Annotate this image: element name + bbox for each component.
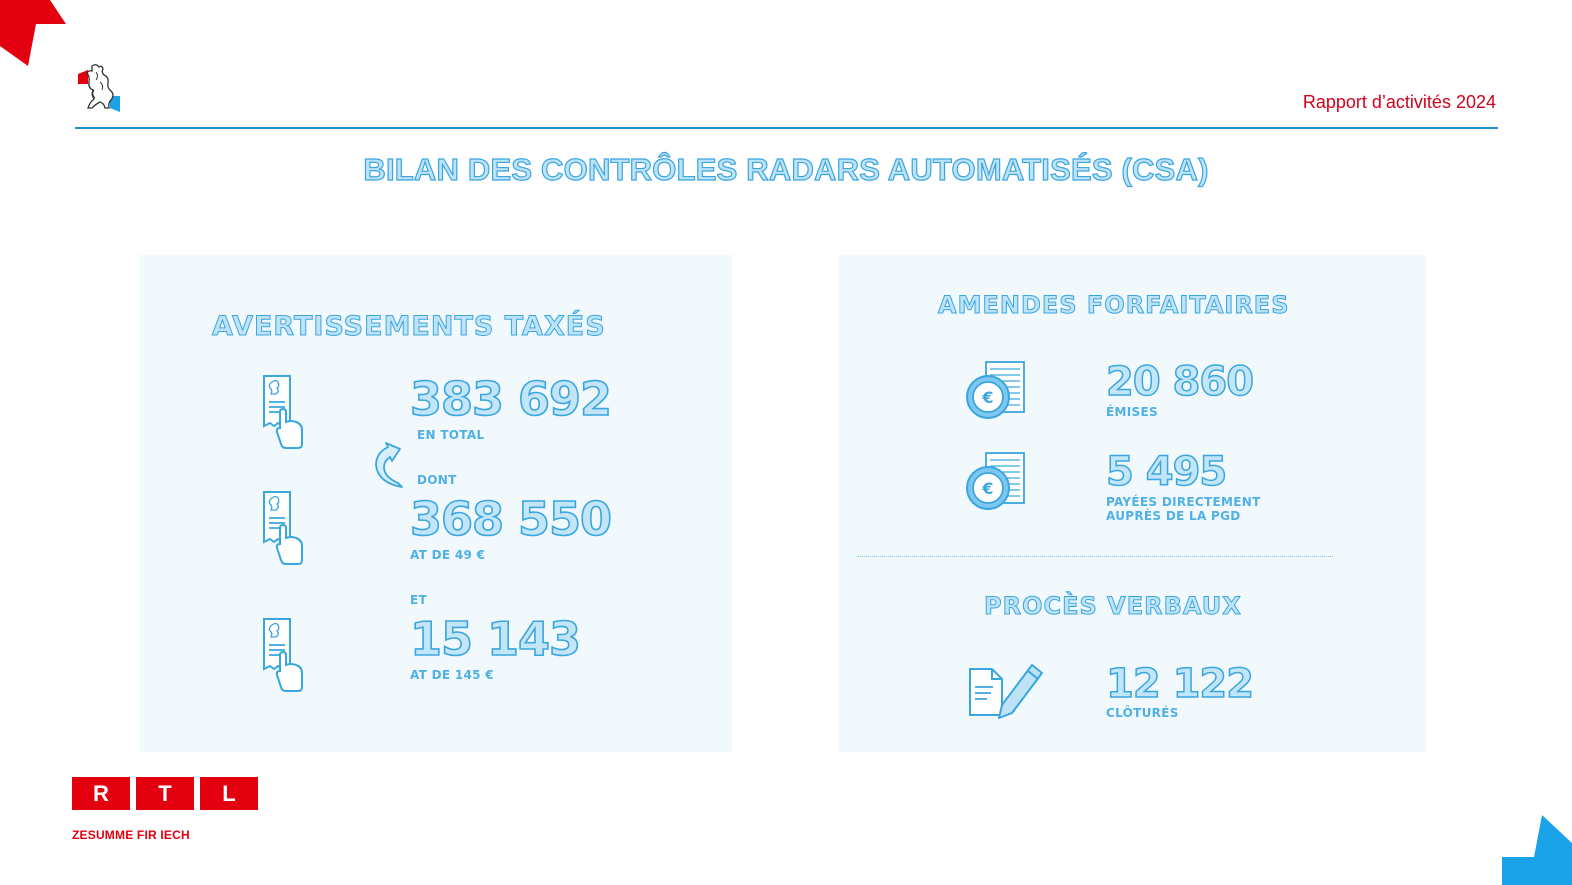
amendes-heading: AMENDES FORFAITAIRES [938, 291, 1290, 320]
receipt-hand-icon [263, 618, 303, 692]
section-divider [857, 556, 1333, 557]
curved-arrow-icon [375, 442, 403, 488]
rtl-logo-t: T [136, 777, 194, 810]
page-title: BILAN DES CONTRÔLES RADARS AUTOMATISÉS (… [363, 151, 1209, 187]
total-value: 383 692 [409, 372, 613, 426]
proces-verbaux-heading: PROCÈS VERBAUX [984, 592, 1242, 621]
euro-coin-document-icon: € [966, 452, 1025, 510]
luxembourg-lion-crest-icon [78, 64, 120, 112]
payees-value: 5 495 [1105, 449, 1228, 495]
header-divider [75, 127, 1498, 129]
svg-text:€: € [981, 479, 993, 498]
rtl-logo-l: L [200, 777, 258, 810]
dont-label: DONT [417, 473, 457, 487]
item1-caption: AT DE 49 € [410, 548, 486, 562]
avertissements-heading: AVERTISSEMENTS TAXÉS [212, 311, 606, 343]
avertissements-panel: AVERTISSEMENTS TAXÉS 383 692 EN TOTAL DO… [140, 255, 732, 752]
receipt-hand-icon [263, 375, 303, 449]
report-label: Rapport d’activités 2024 [1302, 92, 1496, 112]
amendes-panel: AMENDES FORFAITAIRES € 20 860 ÉMISES € 5… [838, 255, 1426, 752]
corner-decoration-top-left [0, 0, 66, 66]
document-pencil-icon [969, 664, 1043, 719]
corner-decoration-bottom-right [1502, 815, 1572, 885]
payees-caption-line2: AUPRÈS DE LA PGD [1106, 509, 1241, 523]
clotures-caption: CLÔTURÉS [1106, 706, 1179, 720]
svg-text:€: € [981, 388, 993, 407]
rtl-tagline: ZESUMME FIR IECH [72, 828, 190, 842]
euro-coin-document-icon: € [966, 361, 1025, 419]
item1-value: 368 550 [409, 492, 613, 546]
et-label: ET [410, 593, 427, 607]
receipt-hand-icon [263, 491, 303, 565]
payees-caption-line1: PAYÉES DIRECTEMENT [1106, 495, 1261, 509]
rtl-logo-r: R [72, 777, 130, 810]
clotures-value: 12 122 [1105, 661, 1255, 707]
item2-caption: AT DE 145 € [410, 668, 494, 682]
item2-value: 15 143 [409, 612, 582, 666]
emises-caption: ÉMISES [1106, 405, 1158, 419]
emises-value: 20 860 [1105, 359, 1255, 405]
total-caption: EN TOTAL [417, 428, 485, 442]
